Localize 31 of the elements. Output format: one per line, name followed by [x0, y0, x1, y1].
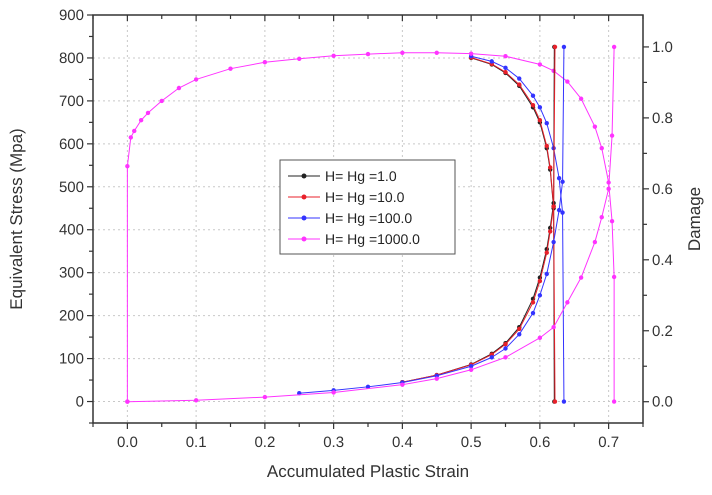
x-tick-label: 0.7 — [598, 434, 620, 451]
y-tick-label: 500 — [58, 178, 84, 196]
y-tick-label: 600 — [58, 136, 84, 153]
y2-axis-title: Damage — [685, 186, 704, 252]
legend-label: H= Hg =1000.0 — [325, 231, 420, 247]
legend-label: H= Hg =10.0 — [325, 189, 405, 205]
x-tick-label: 0.4 — [392, 434, 413, 451]
y-axis-title: Equivalent Stress (Mpa) — [7, 128, 26, 310]
x-tick-label: 0.2 — [254, 434, 276, 451]
legend-label: H= Hg =1.0 — [325, 168, 397, 184]
y-tick-label: 700 — [58, 92, 84, 110]
x-tick-label: 0.5 — [460, 434, 482, 451]
y-tick-label: 300 — [58, 264, 84, 282]
y-tick-label: 100 — [58, 350, 84, 368]
y2-tick-label: 0.4 — [652, 252, 673, 269]
y2-tick-label: 0.8 — [652, 110, 673, 127]
y-tick-label: 0 — [76, 394, 84, 411]
y-tick-label: 900 — [58, 7, 84, 24]
x-tick-label: 0.6 — [529, 434, 550, 451]
y2-tick-label: 0.6 — [652, 180, 673, 198]
y2-tick-label: 1.0 — [652, 38, 673, 56]
y-tick-label: 400 — [58, 222, 84, 239]
y2-tick-label: 0.0 — [652, 394, 673, 411]
y-tick-label: 800 — [58, 50, 84, 67]
x-tick-label: 0.3 — [323, 434, 344, 451]
y2-tick-label: 0.2 — [652, 322, 673, 340]
y-tick-label: 200 — [58, 308, 84, 325]
legend-label: H= Hg =100.0 — [325, 210, 412, 226]
x-tick-label: 0.1 — [186, 434, 207, 451]
x-tick-label: 0.0 — [116, 434, 138, 451]
x-axis-title: Accumulated Plastic Strain — [266, 462, 470, 481]
